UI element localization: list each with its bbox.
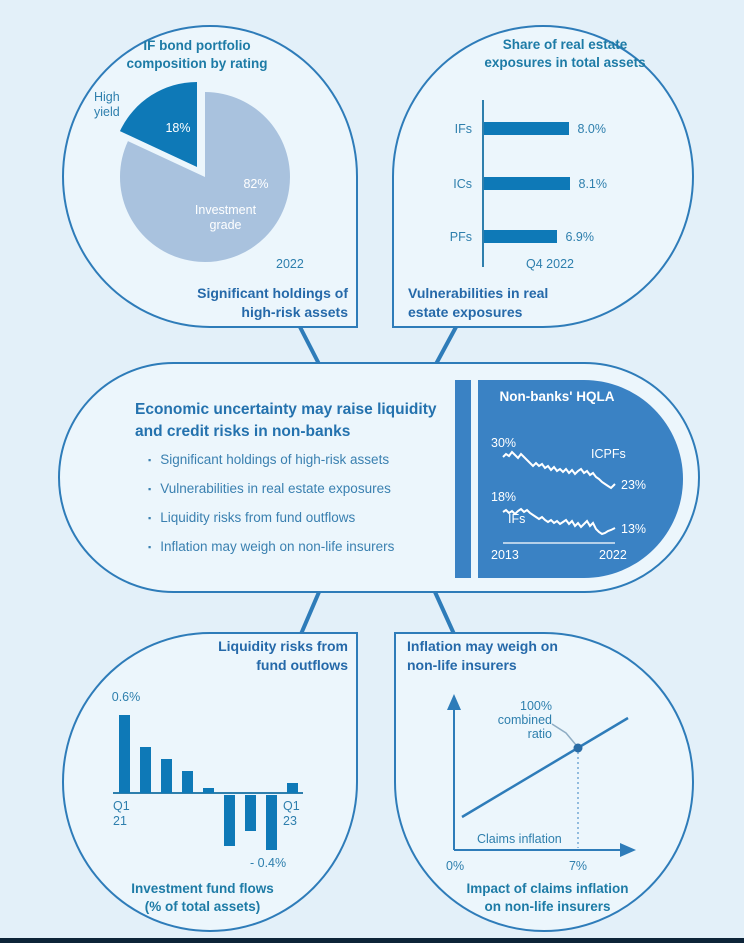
central-heading: Economic uncertainty may raise liquidity…	[135, 401, 437, 440]
fund-flows-x-end: Q1 23	[283, 799, 300, 828]
connector-top-left	[298, 326, 321, 365]
pie-slice-high-yield	[119, 81, 197, 167]
bullet-text: Inflation may weigh on non-life insurers	[160, 539, 395, 554]
real-estate-chart-title: Share of real estate exposures in total …	[484, 37, 646, 70]
fund-flows-x-start: Q1 21	[113, 799, 130, 828]
pie-slice-investment-grade	[119, 92, 290, 263]
bullet-square-icon: ▪	[148, 513, 152, 523]
hqla-line-ifs	[502, 507, 616, 536]
pie-year-label: 2022	[276, 257, 304, 271]
fund-flow-bar	[203, 788, 214, 793]
investment-grade-value: 82%	[243, 177, 269, 191]
hqla-x-start-label: 2013	[491, 548, 519, 562]
x-tick-label: 7%	[568, 859, 588, 873]
fund-flow-bar	[287, 783, 298, 793]
high-yield-value: 18%	[165, 121, 191, 135]
fund-flow-bar	[119, 715, 130, 793]
connector-top-right	[434, 326, 458, 365]
connector-bottom-right	[433, 591, 456, 635]
hqla-icpfs-start-label: 30%	[491, 436, 517, 450]
x-axis-arrowhead-icon	[620, 843, 636, 857]
bubble-fund-outflows	[62, 632, 358, 932]
hqla-icpfs-end-label: 23%	[621, 478, 647, 492]
hqla-ifs-end-label: 13%	[621, 522, 647, 536]
bubble-real-estate	[392, 25, 694, 328]
fund-flow-bar	[161, 759, 172, 793]
bar-ifs	[483, 122, 569, 135]
bar-pfs	[483, 230, 557, 243]
pie-chart-title: IF bond portfolio composition by rating	[126, 38, 268, 71]
bullet-item: ▪ Vulnerabilities in real estate exposure…	[148, 481, 394, 510]
caption-real-estate: Vulnerabilities in real estate exposures	[408, 285, 549, 320]
real-estate-period-label: Q4 2022	[526, 257, 574, 271]
fund-flow-bar	[140, 747, 151, 793]
title-inflation: Inflation may weigh on non-life insurers	[407, 638, 558, 673]
bar-label-pfs: PFs	[449, 229, 472, 244]
connector-bottom-left	[299, 591, 321, 635]
claims-inflation-axis-label: Claims inflation	[477, 832, 562, 846]
bullet-text: Significant holdings of high-risk assets	[160, 452, 390, 467]
label-connector-line	[551, 723, 577, 746]
page-footer-bar	[0, 938, 744, 943]
fund-flows-min-label: - 0.4%	[250, 856, 287, 870]
fund-flow-bar	[224, 795, 235, 846]
hqla-x-end-label: 2022	[599, 548, 627, 562]
hqla-line-chart	[502, 450, 616, 544]
fund-flows-max-label: 0.6%	[111, 690, 141, 704]
x-origin-label: 0%	[446, 859, 465, 873]
y-axis-arrowhead-icon	[447, 694, 461, 710]
caption-claims-inflation: Impact of claims inflation on non-life i…	[466, 881, 629, 914]
bar-value-ifs: 8.0%	[577, 121, 607, 136]
combined-ratio-label: 100% combined ratio	[497, 699, 552, 741]
hqla-panel	[478, 380, 683, 578]
bullet-square-icon: ▪	[148, 484, 152, 494]
investment-grade-label: Investment grade	[194, 203, 257, 232]
title-fund-outflows: Liquidity risks from fund outflows	[218, 638, 348, 673]
hqla-ifs-series-label: IFs	[508, 512, 526, 526]
hqla-title: Non-banks' HQLA	[499, 389, 615, 404]
bullet-square-icon: ▪	[148, 455, 152, 465]
bullet-text: Liquidity risks from fund outflows	[160, 510, 356, 525]
hqla-line-icpfs	[502, 450, 616, 490]
bullet-text: Vulnerabilities in real estate exposures	[160, 481, 391, 496]
combined-ratio-point	[573, 743, 583, 753]
bar-value-pfs: 6.9%	[565, 229, 595, 244]
bar-value-ics: 8.1%	[578, 176, 608, 191]
caption-high-risk-assets: Significant holdings of high-risk assets	[197, 285, 348, 320]
fund-flow-bar	[245, 795, 256, 831]
real-estate-y-axis	[482, 100, 484, 267]
fund-flow-bar	[182, 771, 193, 793]
hqla-panel-stub	[455, 380, 471, 578]
real-estate-row-ifs: IFs 8.0%	[410, 120, 606, 137]
bubble-inflation	[394, 632, 694, 932]
high-yield-label: High yield	[94, 90, 120, 119]
real-estate-row-ics: ICs 8.1%	[410, 175, 607, 192]
bar-label-ifs: IFs	[454, 121, 472, 136]
risk-bullet-list: ▪ Significant holdings of high-risk asset…	[148, 452, 394, 568]
claims-inflation-schematic	[447, 694, 636, 857]
bullet-item: ▪ Inflation may weigh on non-life insurer…	[148, 539, 394, 568]
bar-label-ics: ICs	[453, 176, 472, 191]
combined-ratio-trend-line	[461, 716, 629, 819]
bond-rating-pie-chart	[119, 81, 290, 263]
bullet-item: ▪ Significant holdings of high-risk asset…	[148, 452, 394, 481]
real-estate-row-pfs: PFs 6.9%	[410, 228, 594, 245]
hqla-icpfs-series-label: ICPFs	[591, 447, 626, 461]
hqla-ifs-start-label: 18%	[491, 490, 517, 504]
fund-flow-bar	[266, 795, 277, 850]
bullet-square-icon: ▪	[148, 542, 152, 552]
bar-ics	[483, 177, 570, 190]
bullet-item: ▪ Liquidity risks from fund outflows	[148, 510, 394, 539]
caption-fund-flows: Investment fund flows (% of total assets…	[131, 881, 274, 914]
